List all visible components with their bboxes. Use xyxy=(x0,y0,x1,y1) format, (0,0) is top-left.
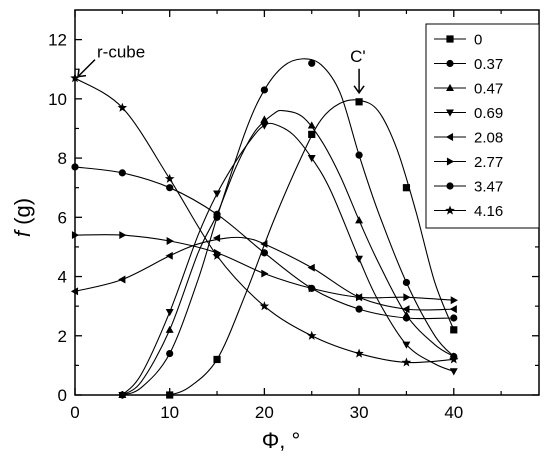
data-point-3-47 xyxy=(166,184,174,192)
data-point-2-08 xyxy=(212,234,221,242)
y-tick-label: 6 xyxy=(58,208,67,227)
data-point-3-47 xyxy=(355,305,363,313)
y-tick-label: 2 xyxy=(58,327,67,346)
data-point-2-08 xyxy=(449,305,457,314)
legend-marker-0-37 xyxy=(446,59,454,68)
annotation-r-cube-arrow xyxy=(77,59,96,78)
x-tick-label: 10 xyxy=(160,403,179,422)
data-point-4-16 xyxy=(354,348,364,358)
data-point-0 xyxy=(450,326,458,334)
data-point-4-16 xyxy=(306,330,317,340)
data-point-0-69 xyxy=(165,309,174,317)
series-line-0 xyxy=(169,99,455,396)
legend-label-2-08: 2.08 xyxy=(474,130,503,147)
legend-marker-2-77 xyxy=(446,157,455,166)
tick-labels: 0 10 20 30 40 0 2 4 6 8 10 12 xyxy=(48,31,463,422)
data-point-3-47 xyxy=(308,284,316,292)
annotation-c-prime: C' xyxy=(350,47,366,66)
x-tick-label: 0 xyxy=(70,403,79,422)
legend-marker-0 xyxy=(446,35,454,43)
data-point-2-77 xyxy=(356,293,364,302)
annotation-r-cube: r-cube xyxy=(97,43,145,62)
data-point-0-69 xyxy=(449,368,458,376)
series-line-4-16 xyxy=(74,77,454,364)
legend-label-3-47: 3.47 xyxy=(474,179,503,196)
data-point-0-47 xyxy=(355,216,364,224)
legend-label-0-47: 0.47 xyxy=(474,81,503,98)
data-point-0-69 xyxy=(355,255,364,263)
legend-label-4-16: 4.16 xyxy=(474,203,503,220)
y-axis-title: f (g) xyxy=(10,198,35,237)
data-point-3-47 xyxy=(260,249,268,257)
data-point-4-16 xyxy=(212,250,222,260)
legend-marker-2-08 xyxy=(445,133,454,141)
legend: 0 0.37 0.47 0.69 2.08 2.77 3.47 4.16 xyxy=(425,23,540,229)
data-point-3-47 xyxy=(402,314,411,322)
data-point-0 xyxy=(213,355,221,364)
y-axis-title-symbol: f xyxy=(10,228,35,237)
series-line-0-69 xyxy=(121,122,454,396)
legend-marker-3-47 xyxy=(446,182,454,190)
data-point-0 xyxy=(355,98,363,106)
x-tick-label: 30 xyxy=(350,403,369,422)
legend-label-2-77: 2.77 xyxy=(474,154,503,171)
legend-marker-0-69 xyxy=(446,109,454,117)
data-point-4-16 xyxy=(117,102,128,112)
y-tick-label: 4 xyxy=(58,268,67,287)
x-tick-label: 40 xyxy=(444,403,463,422)
data-point-4-16 xyxy=(448,354,459,364)
data-point-0-37 xyxy=(308,59,316,67)
data-point-0-47 xyxy=(307,121,316,129)
data-point-2-77 xyxy=(119,231,127,240)
data-point-0-37 xyxy=(355,151,363,159)
data-point-4-16 xyxy=(259,301,270,311)
data-point-0-37 xyxy=(260,86,268,94)
data-point-2-77 xyxy=(261,269,269,278)
annotations: r-cube C' xyxy=(77,43,366,95)
data-point-2-77 xyxy=(450,296,458,305)
data-point-2-08 xyxy=(165,251,173,260)
legend-label-0-69: 0.69 xyxy=(474,105,503,122)
x-tick-label: 20 xyxy=(255,403,274,422)
data-point-3-47 xyxy=(118,169,126,177)
y-tick-label: 12 xyxy=(48,31,67,50)
data-point-2-08 xyxy=(118,275,126,284)
data-point-0-47 xyxy=(165,325,174,333)
data-point-0-69 xyxy=(213,190,222,198)
series-line-0-37 xyxy=(122,58,455,396)
legend-marker-0-47 xyxy=(446,83,454,92)
data-point-2-77 xyxy=(403,293,411,302)
data-point-3-47 xyxy=(213,210,221,218)
legend-marker-4-16 xyxy=(445,205,455,215)
data-point-2-77 xyxy=(166,237,174,245)
x-axis-title: Φ, ° xyxy=(262,428,301,453)
data-point-0-69 xyxy=(260,122,269,130)
series-markers xyxy=(70,59,459,400)
data-point-0-69 xyxy=(402,341,411,349)
data-point-0-47 xyxy=(260,115,269,123)
y-tick-label: 0 xyxy=(58,386,67,405)
data-point-2-08 xyxy=(402,305,410,314)
data-point-4-16 xyxy=(401,357,412,367)
y-axis-title-unit: (g) xyxy=(10,198,35,231)
data-point-0-37 xyxy=(166,349,174,358)
y-tick-label: 8 xyxy=(58,149,67,168)
y-tick-label: 10 xyxy=(48,90,67,109)
data-point-3-47 xyxy=(450,314,458,322)
data-point-4-16 xyxy=(164,173,175,183)
data-point-2-08 xyxy=(307,263,315,272)
legend-label-0: 0 xyxy=(474,32,482,49)
series-lines xyxy=(74,58,455,396)
data-point-0-37 xyxy=(402,278,411,287)
series-line-0-47 xyxy=(122,109,455,396)
legend-label-0-37: 0.37 xyxy=(474,56,503,73)
data-point-0 xyxy=(402,184,411,192)
data-point-2-08 xyxy=(260,240,268,248)
data-point-0 xyxy=(308,130,316,138)
data-point-0-69 xyxy=(307,155,316,163)
series-line-2-08 xyxy=(74,236,454,311)
legend-frame xyxy=(425,23,540,229)
annotation-c-prime-arrow xyxy=(353,68,365,95)
